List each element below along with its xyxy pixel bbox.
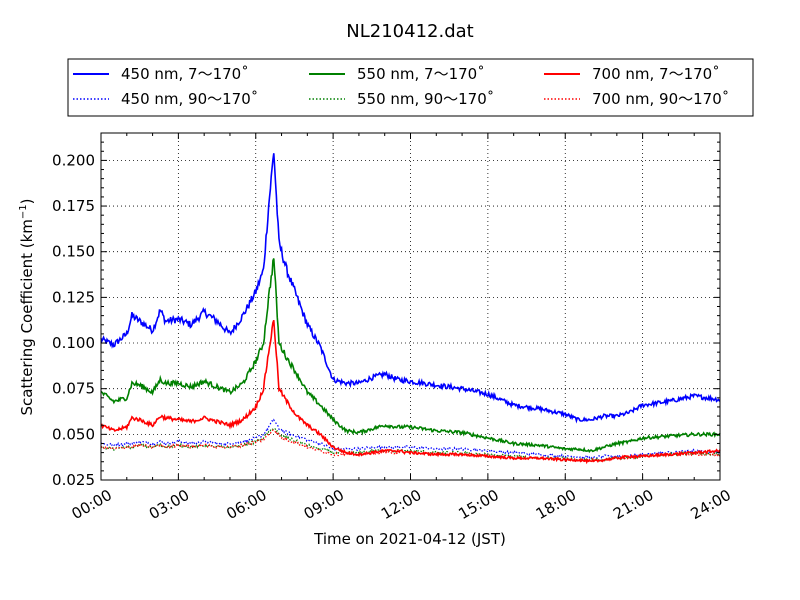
y-tick-label: 0.175 xyxy=(52,197,95,215)
y-tick-label: 0.200 xyxy=(52,151,95,169)
y-axis-label-main: Scattering Coefficient (km xyxy=(18,219,36,415)
legend-label: 450 nm, 7～170˚ xyxy=(121,65,249,83)
legend-label: 550 nm, 7～170˚ xyxy=(357,65,485,83)
series-line-1 xyxy=(100,153,721,424)
y-tick-label: 0.150 xyxy=(52,243,95,261)
y-tick-label: 0.025 xyxy=(52,471,95,489)
chart-title: NL210412.dat xyxy=(346,21,473,42)
axis-ticks xyxy=(100,133,721,481)
series-line-6 xyxy=(100,429,721,463)
y-tick-label: 0.050 xyxy=(52,425,95,443)
y-tick-label: 0.100 xyxy=(52,334,95,352)
y-tick-labels: 0.025 0.050 0.075 0.100 0.125 0.150 0.175 0.200 xyxy=(52,151,95,489)
legend-label: 700 nm, 90～170˚ xyxy=(592,90,729,108)
legend-label: 450 nm, 90～170˚ xyxy=(121,90,258,108)
y-axis-label-superscript: −1 xyxy=(18,204,29,219)
x-axis-label: Time on 2021-04-12 (JST) xyxy=(313,530,506,548)
legend-frame xyxy=(67,58,754,117)
series-line-5 xyxy=(100,319,721,465)
y-axis-label-close: ) xyxy=(18,198,36,204)
series-lines xyxy=(100,153,721,465)
legend-label: 700 nm, 7～170˚ xyxy=(592,65,720,83)
legend-label: 550 nm, 90～170˚ xyxy=(357,90,494,108)
series-line-3 xyxy=(100,258,721,453)
y-axis-label: Scattering Coefficient (km−1) xyxy=(18,198,36,415)
y-tick-label: 0.125 xyxy=(52,288,95,306)
y-tick-label: 0.075 xyxy=(52,380,95,398)
legend: 450 nm, 7～170˚ 450 nm, 90～170˚ 550 nm, 7～1… xyxy=(67,58,754,117)
